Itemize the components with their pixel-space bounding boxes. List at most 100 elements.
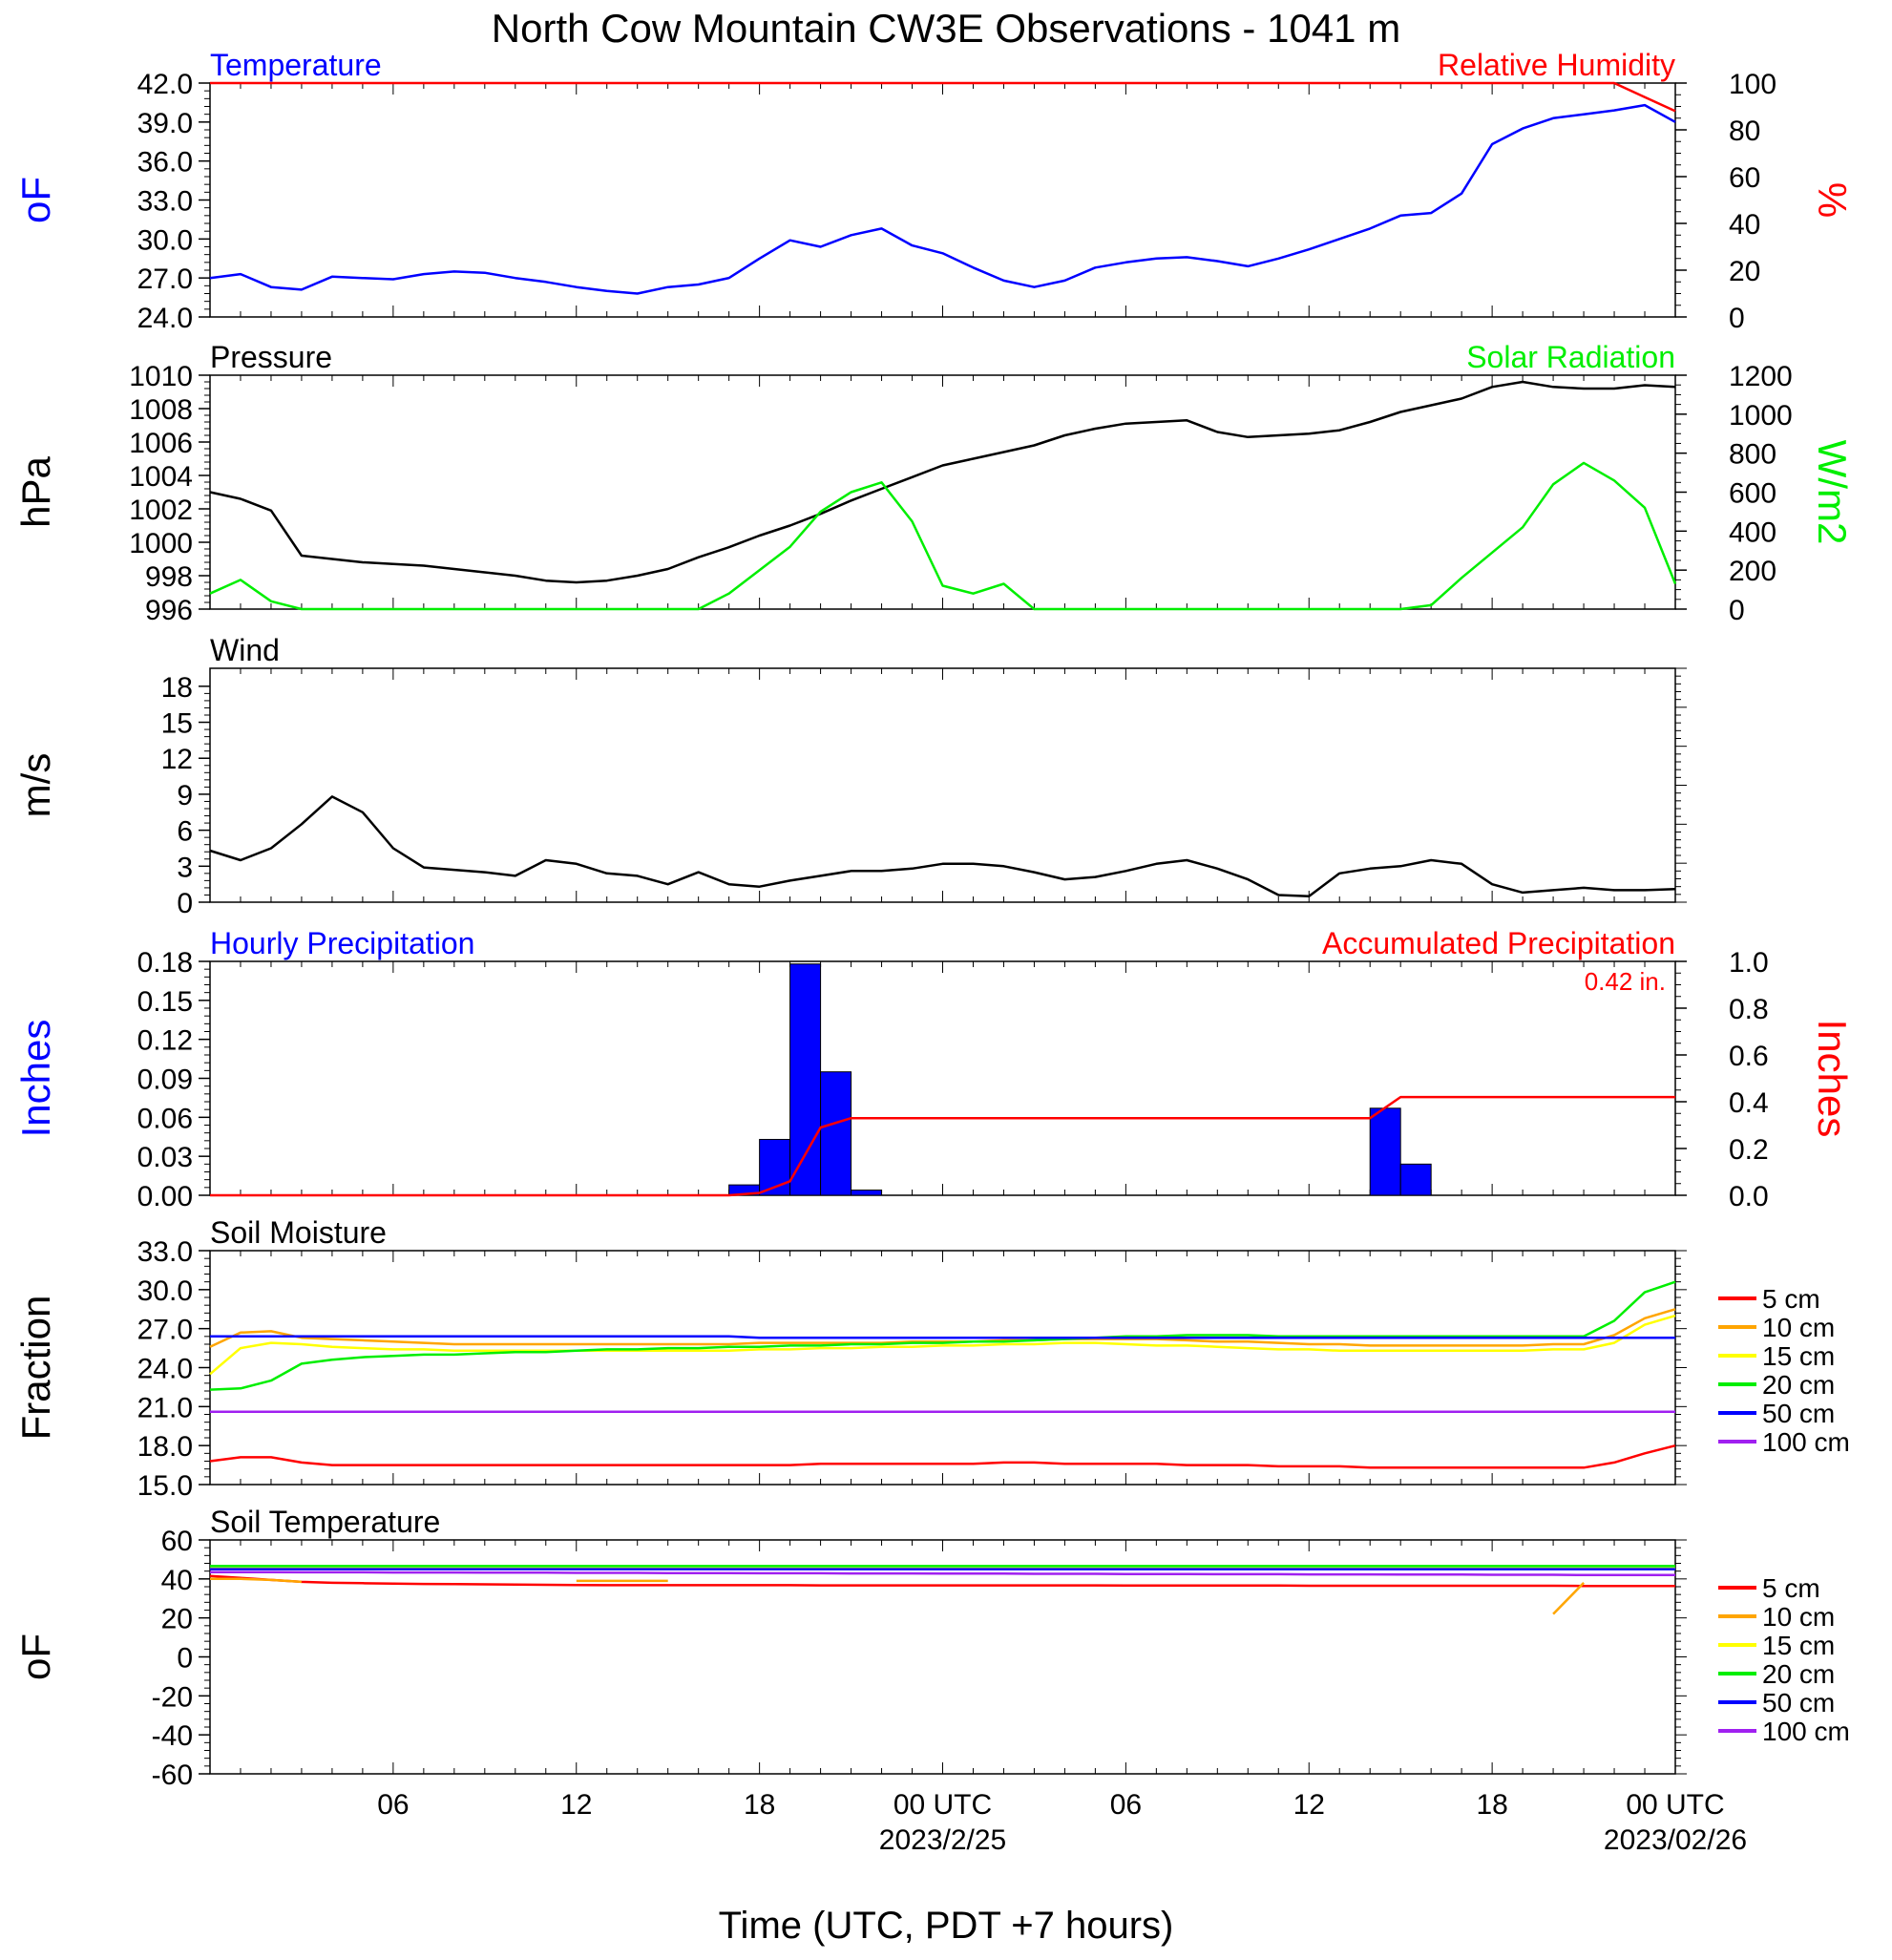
panel-left-title: Soil Temperature (210, 1505, 440, 1539)
y2-tick-label: 1.0 (1729, 947, 1769, 979)
panels: 24.027.030.033.036.039.042.0020406080100… (13, 48, 1855, 1791)
series-line-2 (209, 1314, 1676, 1376)
x-tick-label: 12 (1293, 1789, 1325, 1821)
y-tick-label: -20 (152, 1681, 193, 1713)
series-line-0 (209, 380, 1676, 584)
y2-axis-label: W/m2 (1810, 440, 1855, 545)
y-tick-label: 3 (177, 852, 193, 883)
y-tick-label: 1008 (129, 394, 193, 426)
plot-frame (209, 374, 1676, 610)
y-axis-label: oF (13, 177, 58, 223)
series-line-1 (210, 81, 1676, 113)
y2-tick-label: 0 (1729, 303, 1745, 334)
y-tick-label: 6 (177, 816, 193, 848)
accumulated-total-label: 0.42 in. (1585, 967, 1666, 996)
y2-tick-label: 200 (1729, 556, 1776, 587)
y2-tick-label: 600 (1729, 478, 1776, 510)
x-tick-label: 00 UTC (893, 1789, 992, 1821)
y-tick-label: 20 (161, 1604, 193, 1635)
y-tick-label: 21.0 (137, 1392, 193, 1423)
y-tick-label: -60 (152, 1760, 193, 1791)
legend-label: 50 cm (1762, 1688, 1835, 1718)
panel-left-title: Hourly Precipitation (210, 926, 474, 960)
x-tick-label: 06 (377, 1789, 409, 1821)
legend-label: 15 cm (1762, 1631, 1835, 1660)
y-tick-label: 27.0 (137, 1315, 193, 1346)
panel-soil-moisture: 15.0 18.0 21.0 24.0 27.0 30.0 33.0 Soil Moistur… (13, 1215, 1850, 1502)
y-tick-label: 0.15 (137, 986, 193, 1018)
y2-tick-label: 0.2 (1729, 1134, 1769, 1166)
y2-tick-label: 0 (1729, 595, 1745, 626)
series-line-1 (209, 1308, 1676, 1348)
y2-tick-label: 0.8 (1729, 994, 1769, 1025)
y2-tick-label: 40 (1729, 209, 1760, 241)
y-tick-label: 0.03 (137, 1142, 193, 1173)
series-line-0 (209, 1574, 1675, 1588)
panel-left-title: Soil Moisture (210, 1215, 387, 1250)
y-tick-label: 0.09 (137, 1064, 193, 1096)
y-tick-label: 0.06 (137, 1103, 193, 1134)
y-tick-label: 15.0 (137, 1470, 193, 1502)
y-tick-label: 30.0 (137, 224, 193, 256)
y-tick-label: 15 (161, 708, 193, 740)
plot-frame (209, 82, 1676, 318)
y-tick-label: 60 (161, 1526, 193, 1557)
panel-right-title: Relative Humidity (1438, 48, 1675, 82)
y-tick-label: 27.0 (137, 263, 193, 295)
y-axis-label: Inches (13, 1020, 58, 1138)
panel-temperature: 24.0 27.0 30.0 33.0 36.0 39.0 42.0 0 20 40 60 80 100… (13, 48, 1855, 334)
y2-tick-label: 1200 (1729, 361, 1793, 392)
y-axis-label: m/s (13, 753, 58, 818)
y2-axis-label: % (1810, 182, 1855, 218)
y2-tick-label: 1000 (1729, 400, 1793, 432)
y2-tick-label: 20 (1729, 256, 1760, 287)
panel-right-title: Accumulated Precipitation (1322, 926, 1675, 960)
x-tick-label: 12 (560, 1789, 592, 1821)
y2-tick-label: 100 (1729, 69, 1776, 100)
y2-tick-label: 400 (1729, 516, 1776, 548)
y-tick-label: 18 (161, 672, 193, 704)
y-tick-label: 33.0 (137, 1236, 193, 1268)
y-tick-label: 12 (161, 744, 193, 775)
legend-label: 5 cm (1762, 1573, 1820, 1603)
series-line-1 (209, 461, 1677, 611)
y-tick-label: 9 (177, 780, 193, 811)
x-date-label: 2023/2/25 (879, 1824, 1006, 1856)
x-tick-label: 00 UTC (1626, 1789, 1724, 1821)
legend-label: 100 cm (1762, 1717, 1850, 1746)
y-tick-label: 42.0 (137, 69, 193, 100)
plot-frame (209, 1250, 1676, 1486)
x-axis-label: Time (UTC, PDT +7 hours) (719, 1905, 1174, 1947)
y-tick-label: 36.0 (137, 147, 193, 179)
y-tick-label: 0.18 (137, 947, 193, 979)
series-line-0 (209, 103, 1676, 295)
y-tick-label: 0.12 (137, 1025, 193, 1057)
legend-label: 20 cm (1762, 1659, 1835, 1689)
y2-axis-label: Inches (1810, 1020, 1855, 1138)
panel-precipitation: 0.00 0.03 0.06 0.09 0.12 0.15 0.18 0.0 0.2 0.4 0.6… (13, 926, 1855, 1212)
y-tick-label: 39.0 (137, 108, 193, 139)
y2-tick-label: 800 (1729, 439, 1776, 471)
series-line-0 (209, 1444, 1676, 1469)
y-axis-label: oF (13, 1633, 58, 1680)
x-tick-label: 18 (1476, 1789, 1507, 1821)
series-line-1 (210, 1095, 1675, 1197)
precip-bar (820, 1071, 852, 1196)
y-tick-label: 996 (145, 595, 193, 626)
y-tick-label: 30.0 (137, 1275, 193, 1307)
panel-right-title: Solar Radiation (1466, 340, 1675, 374)
y2-tick-label: 60 (1729, 162, 1760, 194)
y-tick-label: 40 (161, 1565, 193, 1596)
y-tick-label: 0.00 (137, 1181, 193, 1212)
series-line-3 (209, 1280, 1676, 1391)
panel-pressure: 9969981000100210041006100810100200400600… (13, 340, 1855, 626)
x-tick-label: 06 (1110, 1789, 1142, 1821)
y2-tick-label: 0.6 (1729, 1041, 1769, 1072)
y-axis-label: hPa (13, 455, 58, 527)
x-date-label: 2023/02/26 (1604, 1824, 1747, 1856)
panel-left-title: Temperature (210, 48, 382, 82)
y-tick-label: 33.0 (137, 186, 193, 218)
legend-label: 15 cm (1762, 1341, 1835, 1371)
